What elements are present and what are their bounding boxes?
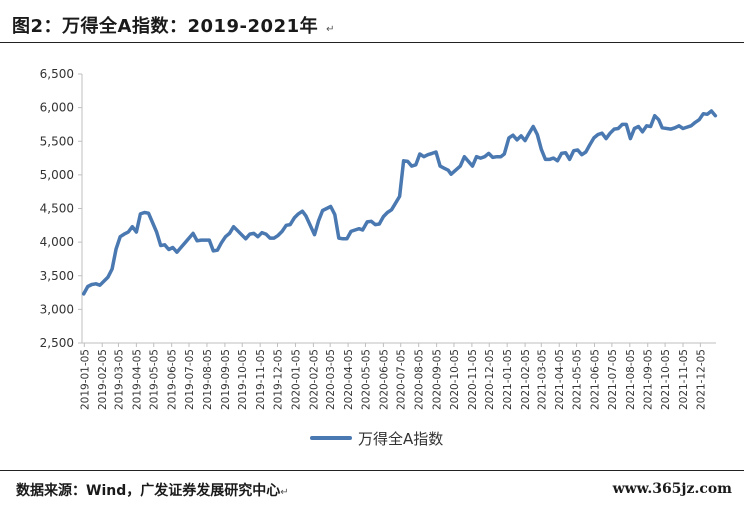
x-tick-label: 2021-01-05 — [502, 349, 514, 410]
legend-label: 万得全A指数 — [358, 430, 443, 448]
figure-title: 图2：万得全A指数：2019-2021年 ↵ — [12, 12, 335, 38]
series-layer — [81, 109, 718, 296]
x-tick-label: 2019-10-05 — [237, 349, 249, 410]
y-tick-label: 2,500 — [40, 336, 74, 350]
paragraph-mark-icon: ↵ — [280, 487, 289, 498]
x-tick-label: 2019-07-05 — [184, 349, 196, 410]
x-tick-label: 2019-09-05 — [220, 349, 232, 410]
x-tick-label: 2021-09-05 — [643, 349, 655, 410]
legend: 万得全A指数 — [310, 430, 443, 448]
y-tick-label: 3,500 — [40, 269, 74, 283]
y-tick-label: 4,500 — [40, 202, 74, 216]
bottom-divider — [0, 470, 744, 471]
y-tick-label: 6,000 — [40, 101, 74, 115]
x-tick-label: 2020-10-05 — [449, 349, 461, 410]
x-tick-label: 2020-06-05 — [378, 349, 390, 410]
x-tick-label: 2021-10-05 — [660, 349, 672, 410]
x-tick-label: 2021-06-05 — [590, 349, 602, 410]
x-tick-label: 2021-04-05 — [554, 349, 566, 410]
x-tick-label: 2020-07-05 — [396, 349, 408, 410]
x-tick-label: 2019-03-05 — [113, 349, 125, 410]
x-tick-label: 2021-11-05 — [678, 349, 690, 410]
x-tick-label: 2020-04-05 — [343, 349, 355, 410]
y-tick-label: 3,000 — [40, 302, 74, 316]
y-axis: 2,500 3,000 3,500 4,000 4,500 5,000 5,500 6,000… — [40, 67, 83, 350]
watermark-text: www.365jz.com — [612, 481, 732, 497]
y-tick-label: 4,000 — [40, 235, 74, 249]
paragraph-mark-icon: ↵ — [326, 24, 336, 35]
y-tick-label: 5,500 — [40, 134, 74, 148]
x-tick-label: 2021-02-05 — [520, 349, 532, 410]
line-chart: 2,500 3,000 3,500 4,000 4,500 5,000 5,500 6,000… — [40, 67, 718, 448]
x-tick-label: 2020-12-05 — [484, 349, 496, 410]
x-axis: 2019-01-05 2019-02-05 2019-03-05 2019-04-05… — [79, 342, 716, 410]
x-tick-label: 2020-09-05 — [432, 349, 444, 410]
x-tick-label: 2019-01-05 — [79, 349, 91, 410]
x-tick-label: 2021-07-05 — [607, 349, 619, 410]
x-tick-label: 2021-03-05 — [536, 349, 548, 410]
x-tick-label: 2020-08-05 — [414, 349, 426, 410]
figure-title-text: 图2：万得全A指数：2019-2021年 — [12, 16, 319, 37]
top-divider — [0, 42, 744, 43]
x-tick-label: 2020-11-05 — [467, 349, 479, 410]
x-tick-label: 2019-11-05 — [255, 349, 267, 410]
y-tick-label: 6,500 — [40, 67, 74, 81]
x-tick-label: 2021-05-05 — [572, 349, 584, 410]
x-tick-label: 2019-02-05 — [97, 349, 109, 410]
x-tick-label: 2021-12-05 — [695, 349, 707, 410]
x-tick-label: 2021-08-05 — [625, 349, 637, 410]
series-line-wind-all-a — [81, 109, 718, 296]
x-tick-label: 2019-04-05 — [131, 349, 143, 410]
x-tick-label: 2019-12-05 — [273, 349, 285, 410]
x-tick-label: 2020-05-05 — [360, 349, 372, 410]
chart-area: 2,500 3,000 3,500 4,000 4,500 5,000 5,500 6,000… — [0, 44, 744, 468]
x-tick-label: 2020-03-05 — [325, 349, 337, 410]
x-tick-label: 2019-06-05 — [167, 349, 179, 410]
x-tick-label: 2019-08-05 — [202, 349, 214, 410]
y-tick-label: 5,000 — [40, 168, 74, 182]
x-tick-label: 2019-05-05 — [149, 349, 161, 410]
x-tick-label: 2020-02-05 — [308, 349, 320, 410]
x-tick-label: 2020-01-05 — [290, 349, 302, 410]
source-text: 数据来源：Wind，广发证券发展研究中心 — [16, 483, 281, 499]
source-note: 数据来源：Wind，广发证券发展研究中心↵ — [16, 480, 289, 500]
